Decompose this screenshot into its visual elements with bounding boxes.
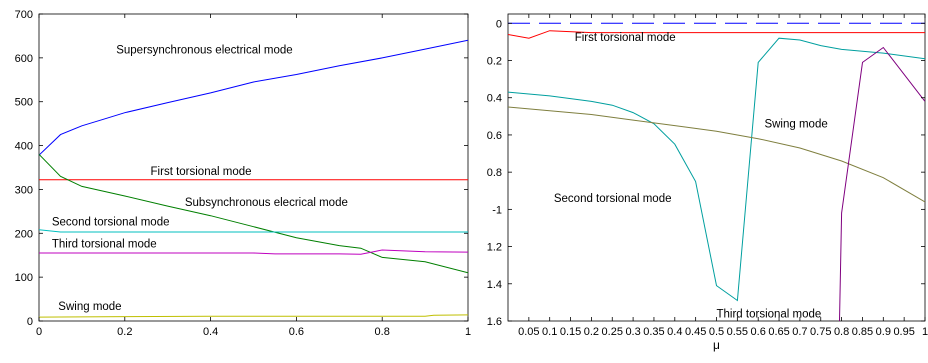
annotation-swing-mode: Swing mode [58,301,121,313]
y-tick-label: 700 [15,9,33,21]
x-tick-label: 1 [922,326,928,338]
annotation-first-torsional-mode: First torsional mode [151,166,252,178]
annotation-subsynchronous-elecrical-mode: Subsynchronous elecrical mode [185,197,348,209]
series-line-first-torsional-mode [508,30,925,39]
y-tick-label: 1.2 [487,242,502,254]
y-tick-label: 0 [496,18,502,30]
y-tick-label: 400 [15,141,33,153]
x-tick-label: 0.7 [792,326,807,338]
series-line-swing-mode [39,314,468,318]
plot-frame [38,13,469,322]
x-tick-label: 0.6 [751,326,766,338]
y-tick-label: 0.2 [487,56,502,68]
plot-frame [507,13,926,322]
series-line-third-torsional-mode [39,249,468,255]
x-axis-label: μ [713,338,720,352]
x-tick-label: 0.15 [560,326,581,338]
x-tick-label: 0 [36,326,42,338]
x-tick-label: 0.5 [709,326,724,338]
left-chart: 0 0.2 0.4 0.6 0.8 1 0 100 200 300 400 500 600 700 Supe… [15,9,471,338]
x-tick-label: 0.65 [768,326,789,338]
annotation-second-torsional-mode: Second torsional mode [52,216,170,228]
x-tick-label: 0.1 [542,326,557,338]
series-line-swing-mode [508,106,925,203]
annotation-first-torsional-mode: First torsional mode [575,32,676,44]
y-tick-label: 1.6 [487,316,502,328]
x-tick-label: 0.8 [834,326,849,338]
x-tick-label: 0.35 [643,326,664,338]
y-tick-label: 1.4 [487,279,502,291]
right-chart: 0.05 0.1 0.15 0.2 0.25 0.3 0.35 0.4 0.45 0.5 0.55 0… [487,13,928,352]
annotation-third-torsional-mode: Third torsional mode [717,308,822,320]
x-tick-label: 0.8 [375,326,390,338]
series-line-third-torsional-mode [839,46,925,321]
x-tick-label: 0.3 [625,326,640,338]
series-line-second-torsional-mode [508,37,925,302]
x-tick-label: 0.6 [289,326,304,338]
y-tick-label: 0.4 [487,93,502,105]
y-tick-label: 100 [15,272,33,284]
x-tick-label: 0.05 [518,326,539,338]
y-tick-label: 500 [15,97,33,109]
series-line-second-torsional-mode [39,229,468,233]
annotation-second-torsional-mode: Second torsional mode [554,193,672,205]
y-tick-label: 0.8 [487,167,502,179]
x-tick-label: 0.2 [117,326,132,338]
x-tick-label: 0.55 [727,326,748,338]
x-tick-label: 0.4 [667,326,682,338]
x-tick-label: 0.95 [893,326,914,338]
annotation-supersynchronous-electrical-mode: Supersynchronous electrical mode [116,44,292,56]
x-tick-label: 0.4 [203,326,218,338]
y-tick-label: 200 [15,228,33,240]
y-tick-label: 600 [15,53,33,65]
x-tick-label: 0.9 [876,326,891,338]
series-group [39,39,468,318]
series-line-supersynchronous-electrical-mode [39,39,468,156]
x-tick-label: 1 [465,326,471,338]
x-tick-label: 0.2 [584,326,599,338]
series-group [508,22,925,321]
y-tick-label: 0 [27,316,33,328]
annotation-swing-mode: Swing mode [764,118,827,130]
y-tick-label: -1 [492,204,502,216]
x-tick-label: 0.45 [685,326,706,338]
annotation-third-torsional-mode: Third torsional mode [52,238,157,250]
y-tick-label: 300 [15,184,33,196]
x-tick-label: 0.25 [602,326,623,338]
series-line-subsynchronous-elecrical-mode [39,153,468,274]
x-tick-label: 0.85 [852,326,873,338]
x-tick-label: 0.75 [810,326,831,338]
y-tick-label: 0.6 [487,130,502,142]
